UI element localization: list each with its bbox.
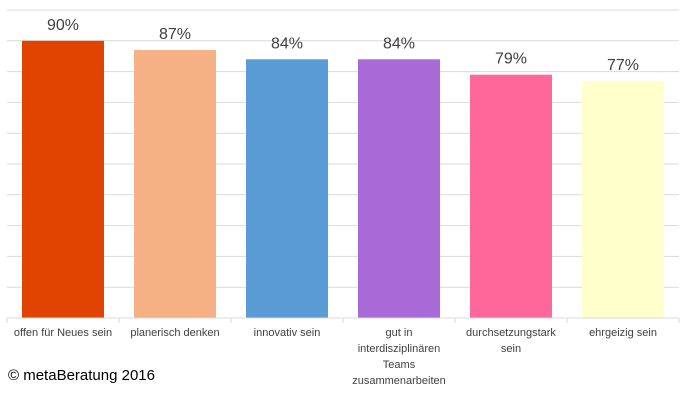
- category-label-line: innovativ sein: [254, 327, 321, 339]
- category-labels: offen für Neues sein planerisch denken inn…: [14, 327, 657, 387]
- value-label-5: 79%: [495, 51, 527, 68]
- value-label-3: 84%: [271, 35, 303, 52]
- bar-4: [358, 59, 440, 318]
- category-label-line: planerisch denken: [130, 327, 219, 339]
- bar-2: [134, 50, 216, 318]
- category-label-line: interdisziplinären: [358, 343, 441, 355]
- category-label-line: sein: [501, 343, 521, 355]
- category-label-1: offen für Neues sein: [14, 327, 112, 339]
- bar-1: [22, 40, 104, 319]
- category-label-line: durchsetzungstark: [466, 327, 556, 339]
- copyright-text: © metaBeratung 2016: [8, 367, 155, 384]
- category-label-5: durchsetzungstark sein: [466, 327, 556, 355]
- value-label-1: 90%: [47, 17, 79, 34]
- bars: [22, 40, 664, 319]
- value-label-4: 84%: [383, 35, 415, 52]
- value-labels: 90% 87% 84% 84% 79% 77%: [47, 17, 639, 74]
- value-label-6: 77%: [607, 57, 639, 74]
- bar-3: [246, 59, 328, 318]
- category-label-3: innovativ sein: [254, 327, 321, 339]
- bar-6: [582, 80, 664, 318]
- gridlines: [7, 9, 679, 288]
- x-axis: [6, 317, 680, 323]
- category-label-4: gut in interdisziplinären Teams zusammenarb…: [352, 327, 446, 387]
- category-label-line: Teams: [383, 359, 416, 371]
- category-label-6: ehrgeizig sein: [589, 327, 657, 339]
- bar-5: [470, 74, 552, 319]
- category-label-2: planerisch denken: [130, 327, 219, 339]
- category-label-line: zusammenarbeiten: [352, 375, 446, 387]
- category-label-line: offen für Neues sein: [14, 327, 112, 339]
- category-label-line: ehrgeizig sein: [589, 327, 657, 339]
- value-label-2: 87%: [159, 26, 191, 43]
- category-label-line: gut in: [386, 327, 413, 339]
